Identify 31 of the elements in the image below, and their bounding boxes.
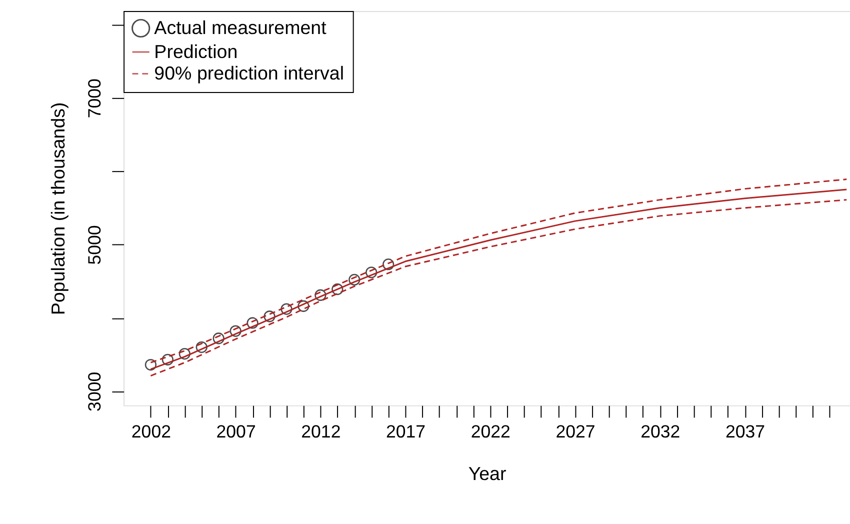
y-axis-title: Population (in thousands): [48, 102, 69, 316]
point: [348, 274, 360, 286]
y-tick-label: 5000: [84, 225, 104, 265]
point: [212, 332, 224, 344]
y-tick-label: 3000: [84, 372, 104, 412]
point: [298, 300, 310, 312]
point: [144, 358, 157, 371]
point: [264, 310, 276, 322]
point: [246, 317, 258, 329]
point: [196, 341, 208, 353]
point: [280, 303, 292, 315]
point: [178, 348, 190, 360]
x-tick-label: 2032: [640, 421, 680, 442]
x-tick-label: 2002: [131, 421, 171, 442]
y-tick-label: 7000: [84, 78, 104, 118]
x-tick-label: 2017: [386, 421, 426, 442]
point: [382, 258, 394, 270]
legend-label: Prediction: [154, 40, 238, 62]
x-tick-label: 2007: [216, 421, 256, 442]
x-axis-title: Year: [468, 462, 506, 484]
point: [366, 266, 378, 278]
legend-label: 90% prediction interval: [154, 62, 344, 84]
legend-label: Actual measurement: [154, 17, 328, 38]
x-tick-label: 2022: [470, 421, 510, 442]
x-tick-label: 2037: [725, 421, 766, 442]
point: [162, 354, 174, 366]
point: [332, 283, 344, 296]
x-tick-label: 2027: [556, 421, 596, 442]
x-tick-label: 2012: [301, 421, 341, 442]
point: [314, 289, 326, 301]
point: [230, 325, 242, 337]
